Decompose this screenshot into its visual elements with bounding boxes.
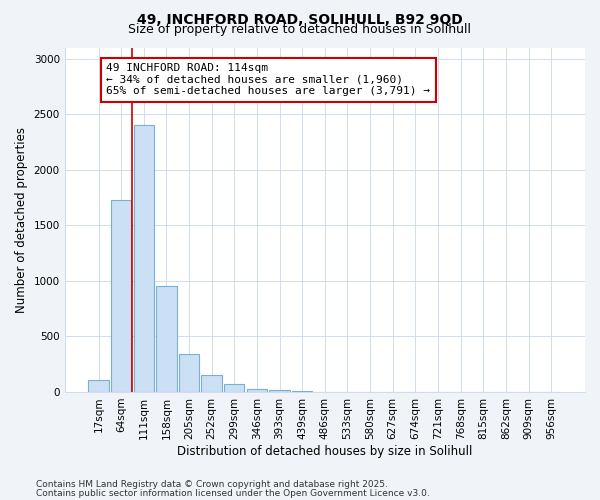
Text: Size of property relative to detached houses in Solihull: Size of property relative to detached ho… — [128, 22, 472, 36]
Text: 49, INCHFORD ROAD, SOLIHULL, B92 9QD: 49, INCHFORD ROAD, SOLIHULL, B92 9QD — [137, 12, 463, 26]
Bar — [134, 126, 154, 392]
Bar — [224, 384, 244, 392]
Bar — [179, 354, 199, 392]
X-axis label: Distribution of detached houses by size in Solihull: Distribution of detached houses by size … — [177, 444, 473, 458]
Bar — [88, 380, 109, 392]
Bar — [247, 388, 267, 392]
Bar — [202, 376, 222, 392]
Text: Contains HM Land Registry data © Crown copyright and database right 2025.: Contains HM Land Registry data © Crown c… — [36, 480, 388, 489]
Text: 49 INCHFORD ROAD: 114sqm
← 34% of detached houses are smaller (1,960)
65% of sem: 49 INCHFORD ROAD: 114sqm ← 34% of detach… — [106, 63, 430, 96]
Bar — [156, 286, 176, 392]
Text: Contains public sector information licensed under the Open Government Licence v3: Contains public sector information licen… — [36, 488, 430, 498]
Bar — [269, 390, 290, 392]
Y-axis label: Number of detached properties: Number of detached properties — [15, 126, 28, 312]
Bar — [111, 200, 131, 392]
